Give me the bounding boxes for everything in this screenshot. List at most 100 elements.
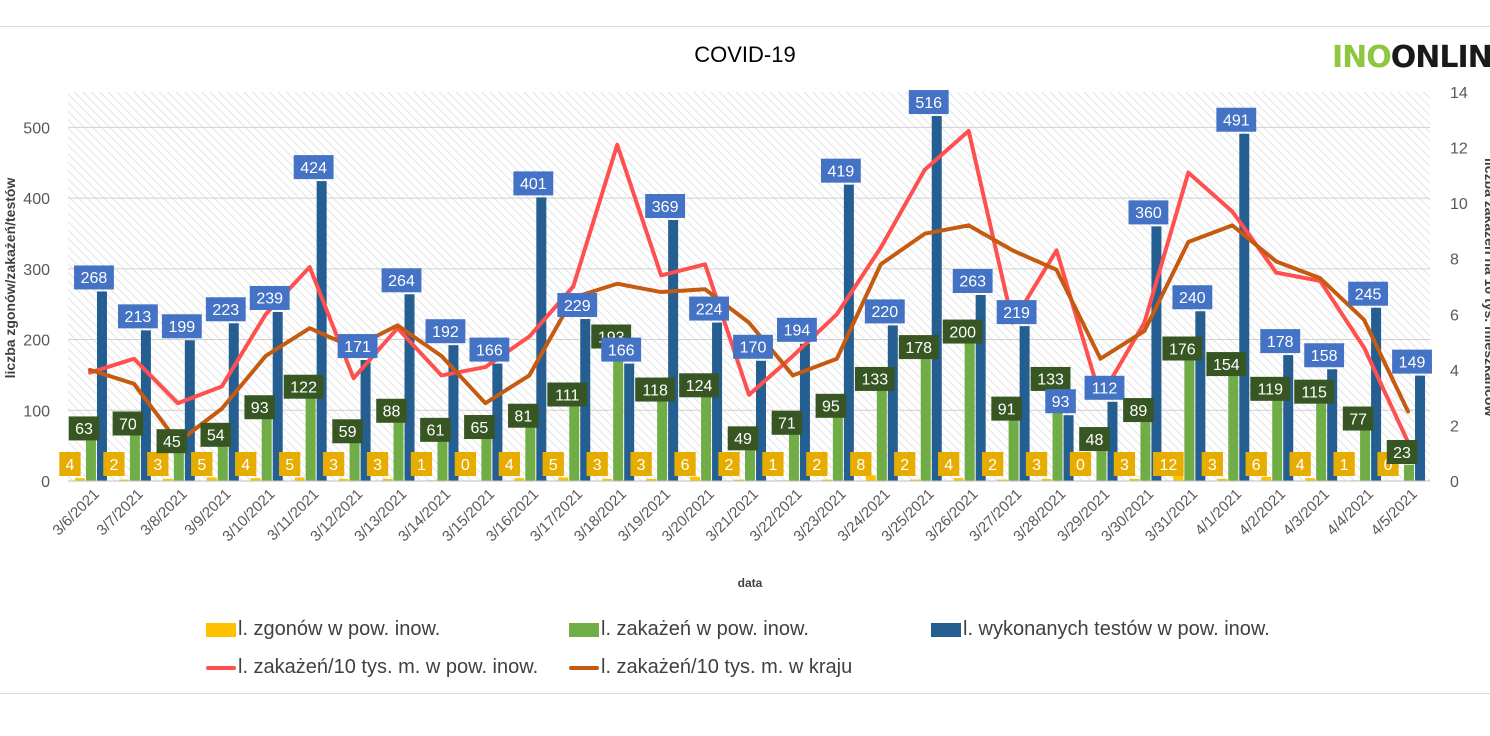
data-label-infections: 111 — [555, 387, 579, 404]
x-tick-label: 3/6/2021 — [49, 486, 102, 539]
bar — [1327, 369, 1338, 481]
data-label-infections-bg — [244, 395, 275, 420]
data-label-infections: 119 — [1257, 382, 1283, 399]
bar — [1195, 311, 1206, 481]
data-label-infections: 49 — [734, 431, 752, 448]
y-left-tick-label: 0 — [41, 474, 50, 491]
bar — [85, 436, 96, 481]
data-label-deaths: 5 — [549, 457, 558, 474]
bar — [1184, 356, 1195, 481]
data-label-tests-bg — [996, 300, 1037, 325]
bar — [1228, 372, 1239, 481]
y-left-tick-label: 400 — [23, 191, 50, 208]
data-label-tests-bg — [689, 296, 729, 321]
data-label-infections: 23 — [1393, 445, 1411, 462]
bar — [821, 479, 832, 481]
data-label-deaths: 2 — [900, 457, 909, 474]
data-label-infections-bg — [547, 382, 588, 407]
data-label-infections-bg — [1386, 440, 1418, 464]
bar — [964, 339, 975, 481]
data-label-deaths: 3 — [1208, 457, 1217, 474]
bar — [261, 415, 272, 481]
data-label-deaths-bg — [1025, 452, 1048, 476]
data-label-infections: 77 — [1349, 411, 1367, 428]
data-label-tests: 229 — [564, 298, 591, 315]
data-label-deaths-bg — [938, 452, 960, 476]
data-label-tests-bg — [1216, 107, 1257, 132]
legend-label-rate-county: l. zakażeń/10 tys. m. w pow. inow. — [238, 656, 539, 678]
data-label-tests-bg — [1084, 375, 1125, 400]
bar — [74, 478, 85, 481]
data-label-tests: 158 — [1311, 348, 1338, 365]
bar — [1041, 478, 1052, 481]
data-label-deaths: 6 — [681, 457, 690, 474]
x-tick-label: 4/1/2021 — [1192, 486, 1245, 539]
legend-item-rate-county: l. zakażeń/10 tys. m. w pow. inow. — [206, 656, 538, 679]
bar — [129, 431, 140, 481]
bar — [865, 475, 876, 481]
bar — [140, 330, 151, 481]
data-label-tests-bg — [1172, 285, 1213, 310]
data-label-tests: 419 — [828, 163, 855, 180]
data-label-tests: 149 — [1399, 354, 1426, 371]
data-label-infections-bg — [679, 373, 719, 398]
bar — [1096, 447, 1107, 481]
data-label-infections-bg — [420, 417, 451, 442]
data-label-infections-bg — [200, 422, 232, 447]
data-label-tests: 166 — [476, 342, 503, 359]
data-label-infections: 176 — [1169, 341, 1196, 358]
data-label-infections-bg — [635, 377, 676, 402]
data-label-deaths: 4 — [944, 457, 953, 474]
data-label-deaths-bg — [191, 452, 213, 476]
legend-swatch-deaths — [206, 622, 236, 637]
bar — [1063, 415, 1074, 481]
data-label-tests-bg — [117, 304, 158, 329]
bar — [173, 449, 184, 481]
bar — [558, 477, 569, 481]
bar — [514, 478, 525, 481]
series-line — [87, 128, 1411, 445]
data-label-tests: 213 — [125, 309, 152, 326]
data-label-tests: 360 — [1135, 205, 1162, 222]
bar — [217, 442, 228, 481]
data-label-deaths: 3 — [637, 457, 646, 474]
bar — [228, 323, 239, 481]
data-label-deaths-bg — [1069, 452, 1092, 476]
bar — [745, 446, 755, 481]
data-label-tests: 491 — [1223, 112, 1250, 129]
bar — [1283, 355, 1294, 481]
bar — [657, 397, 668, 481]
data-label-infections: 59 — [339, 424, 357, 441]
data-label-infections-bg — [283, 374, 324, 399]
data-label-deaths: 2 — [988, 457, 997, 474]
bar — [799, 343, 810, 481]
data-label-infections: 54 — [207, 428, 225, 445]
x-tick-label: 4/4/2021 — [1324, 486, 1377, 539]
data-label-tests-bg — [557, 293, 598, 318]
legend-item-deaths: l. zgonów w pow. inow. — [206, 618, 440, 641]
bar — [756, 360, 766, 481]
bar — [1272, 396, 1283, 481]
bar — [1404, 464, 1415, 481]
legend-line-rate-county — [206, 665, 236, 670]
data-label-tests-bg — [908, 90, 949, 115]
data-label-tests-bg — [425, 319, 466, 344]
bar — [382, 478, 393, 481]
data-label-infections: 178 — [905, 340, 932, 357]
bar — [734, 479, 744, 481]
data-label-tests-bg — [161, 314, 202, 339]
bar — [953, 478, 964, 481]
data-label-infections-bg — [942, 319, 983, 344]
data-label-infections-bg — [727, 426, 759, 451]
data-label-tests: 223 — [212, 302, 239, 319]
data-label-deaths-bg — [103, 452, 125, 476]
data-label-deaths: 3 — [1120, 457, 1129, 474]
data-label-tests-bg — [205, 297, 246, 322]
data-label-infections-bg — [1030, 366, 1071, 391]
y-left-tick-label: 500 — [23, 120, 50, 137]
data-label-infections-bg — [1250, 376, 1291, 401]
data-label-deaths: 3 — [329, 457, 338, 474]
bar — [393, 418, 404, 481]
data-label-deaths: 0 — [1076, 457, 1085, 474]
